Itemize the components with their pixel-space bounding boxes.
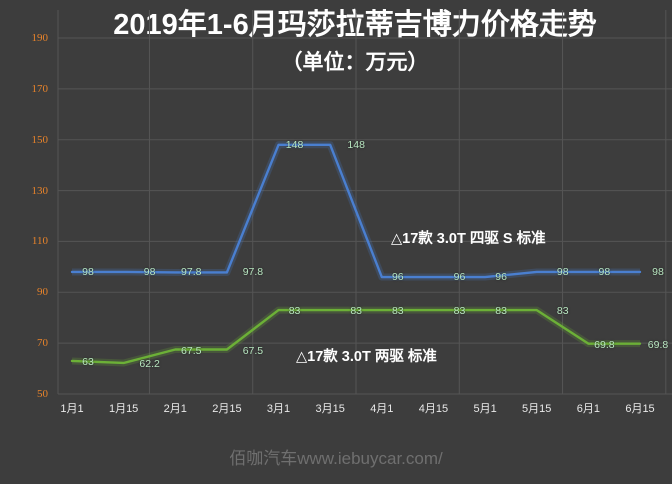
data-point-label: 67.5 <box>242 344 264 357</box>
x-axis-tick-label: 3月1 <box>266 403 291 415</box>
data-point-label: 69.8 <box>647 338 669 351</box>
data-point-label: 83 <box>453 305 466 318</box>
x-axis-tick-label: 6月1 <box>576 403 600 415</box>
x-axis-tick-label: 5月1 <box>473 403 497 415</box>
gridlines <box>57 10 672 395</box>
data-point-label: 83 <box>556 305 569 318</box>
data-point-label: 67.5 <box>181 344 202 357</box>
x-axis-tick-label: 2月1 <box>163 403 187 415</box>
series-lines <box>70 141 642 367</box>
data-point-label: 98 <box>652 265 664 278</box>
data-point-label: 98 <box>556 265 569 278</box>
y-axis-tick-label: 170 <box>31 82 49 95</box>
data-point-label: 69.8 <box>594 338 615 351</box>
x-axis-tick-label: 4月15 <box>418 403 449 415</box>
x-axis-tick-label: 1月1 <box>60 403 84 415</box>
data-point-label: 97.8 <box>181 266 202 279</box>
data-point-label: 83 <box>288 305 301 318</box>
series-line-0 <box>70 143 642 279</box>
x-axis-tick-label: 2月15 <box>212 403 242 415</box>
x-axis-tick-label: 3月15 <box>315 403 345 415</box>
data-point-label: 63 <box>82 355 94 368</box>
y-axis-tick-label: 150 <box>31 133 49 146</box>
series-line-1 <box>70 308 642 365</box>
watermark: 佰咖汽车www.iebuycar.com/ <box>229 449 443 468</box>
data-point-label: 83 <box>391 305 404 318</box>
y-axis-tick-label: 70 <box>37 337 48 350</box>
x-axis-tick-label: 4月1 <box>370 403 394 415</box>
y-axis-tick-label: 90 <box>37 286 48 299</box>
x-axis-tick-label: 5月15 <box>522 403 552 415</box>
data-point-label: 98 <box>143 265 156 278</box>
data-point-label: 148 <box>285 138 304 151</box>
data-point-label: 96 <box>391 271 404 284</box>
data-point-label: 96 <box>495 271 507 284</box>
y-axis-tick-label: 50 <box>37 388 48 400</box>
data-point-label: 148 <box>347 138 365 151</box>
y-axis-tick-label: 130 <box>31 184 49 197</box>
data-point-label: 96 <box>453 271 466 284</box>
y-axis-tick-label: 110 <box>31 235 48 248</box>
data-point-label: 98 <box>598 265 611 278</box>
series-annotation: △17款 3.0T 两驱 标准 <box>296 349 437 365</box>
x-axis-tick-label: 1月15 <box>108 403 139 415</box>
y-axis-tick-label: 190 <box>31 32 49 44</box>
x-axis-tick-label: 6月15 <box>625 403 655 415</box>
data-point-label: 83 <box>350 305 363 318</box>
data-point-label: 98 <box>82 265 94 278</box>
data-point-label: 97.8 <box>242 266 264 279</box>
series-annotation: △17款 3.0T 四驱 S 标准 <box>391 231 546 247</box>
data-point-label: 83 <box>495 305 507 318</box>
data-point-label: 62.2 <box>139 357 160 370</box>
